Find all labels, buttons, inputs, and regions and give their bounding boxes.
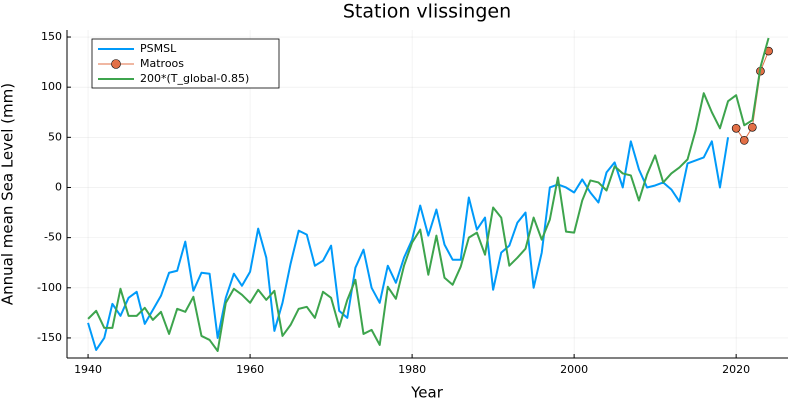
x-tick-label: 1940 (74, 363, 102, 376)
legend-label: PSMSL (140, 42, 177, 55)
data-point (731, 123, 741, 133)
legend-label: 200*(T_global-0.85) (140, 72, 249, 85)
y-tick-label: -50 (44, 231, 62, 244)
legend-label: Matroos (140, 57, 184, 70)
y-tick-label: -150 (37, 331, 62, 344)
y-tick-label: 50 (48, 130, 62, 143)
y-axis-label: Annual mean Sea Level (mm) (0, 83, 17, 305)
series-line (87, 137, 730, 351)
legend: PSMSL Matroos 200*(T_global-0.85) (91, 38, 280, 89)
series-line (87, 37, 770, 352)
y-tick-label: 0 (55, 180, 62, 193)
x-tick-label: 2000 (560, 363, 588, 376)
data-point (748, 122, 757, 132)
x-tick-label: 1960 (236, 363, 264, 376)
data-point (739, 136, 749, 145)
y-tick-label: 100 (41, 80, 62, 93)
x-tick-label: 1980 (398, 363, 426, 376)
x-tick-label: 2020 (722, 363, 750, 376)
legend-marker (111, 59, 121, 69)
y-tick-label: -100 (37, 281, 62, 294)
y-tick-label: 150 (41, 30, 62, 43)
x-axis-label: Year (410, 384, 444, 400)
chart-title: Station vlissingen (343, 1, 511, 23)
